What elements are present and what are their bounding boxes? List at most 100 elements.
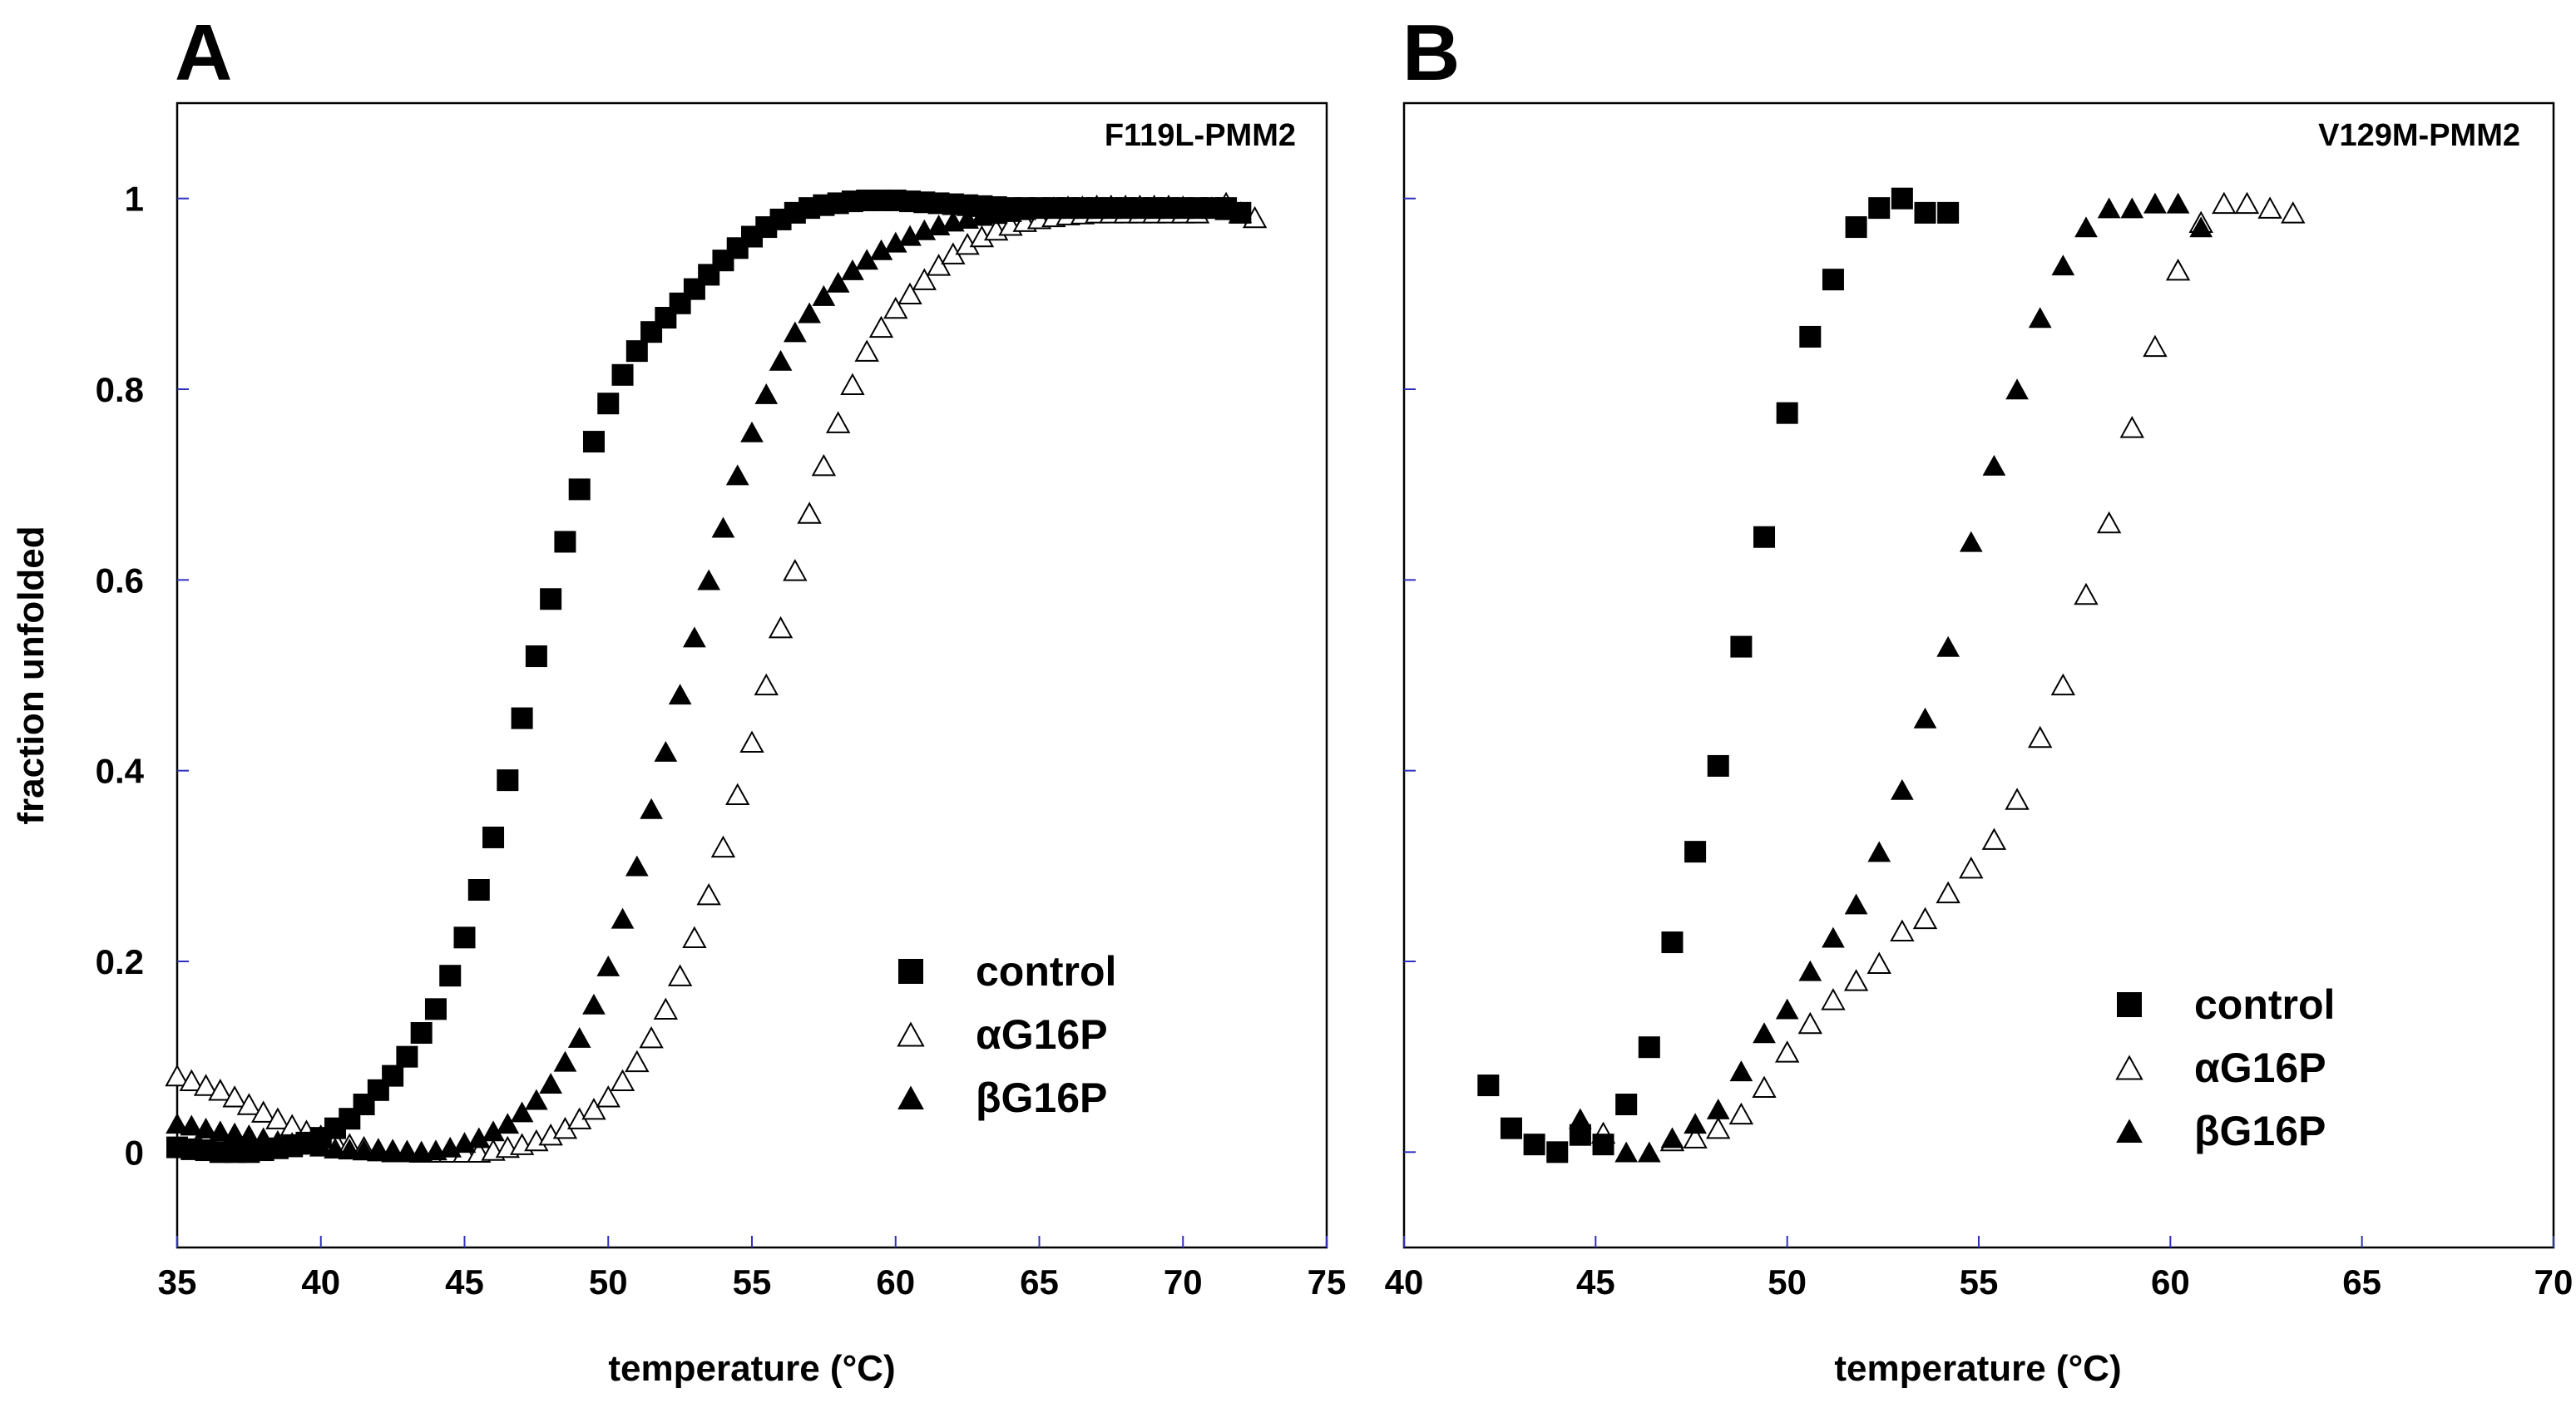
data-point	[424, 998, 447, 1020]
data-point	[740, 421, 764, 442]
data-point	[208, 1120, 232, 1142]
data-point	[1706, 1116, 1731, 1139]
data-point	[180, 1114, 204, 1136]
data-point	[1229, 201, 1252, 224]
data-point	[668, 684, 692, 705]
legend-label: control	[976, 948, 1116, 995]
data-point	[338, 1139, 362, 1160]
data-point	[682, 926, 707, 949]
data-point	[2120, 197, 2144, 219]
data-point	[1592, 1134, 1614, 1156]
x-tick-label: 45	[1576, 1262, 1615, 1302]
data-point	[1891, 778, 1914, 800]
data-point	[1822, 926, 1845, 948]
data-point	[611, 907, 635, 929]
data-point	[2143, 334, 2168, 358]
legend-label: βG16P	[2194, 1108, 2326, 1154]
data-point	[697, 569, 721, 590]
data-point	[396, 1045, 418, 1068]
data-point	[2234, 191, 2260, 215]
x-tick-label: 50	[1768, 1262, 1807, 1302]
data-point	[597, 393, 620, 415]
series-square-filled	[166, 189, 1252, 1163]
data-point	[2028, 307, 2052, 329]
data-point	[382, 1065, 404, 1087]
panel-a-plot-frame	[176, 101, 1328, 1249]
data-point	[783, 559, 808, 581]
data-point	[482, 826, 505, 848]
data-point	[1523, 1134, 1545, 1156]
data-point	[510, 1101, 534, 1123]
data-point	[165, 1064, 190, 1087]
data-point	[1500, 1117, 1522, 1139]
data-point	[654, 741, 678, 762]
data-point	[525, 1089, 548, 1110]
legend-marker	[897, 1021, 925, 1047]
data-point	[250, 1100, 276, 1123]
data-point	[1661, 931, 1684, 954]
data-point	[166, 1113, 189, 1134]
data-point	[395, 1141, 419, 1163]
data-point	[496, 1113, 520, 1134]
data-point	[367, 1140, 390, 1162]
data-point	[841, 259, 864, 280]
x-tick-label: 50	[589, 1262, 628, 1302]
data-point	[1615, 1094, 1638, 1115]
y-tick-label: 0.6	[96, 561, 144, 600]
data-point	[581, 1097, 606, 1120]
y-tick-label: 0	[125, 1133, 144, 1172]
data-point	[840, 373, 865, 395]
data-point	[1937, 201, 1960, 224]
data-point	[539, 1073, 562, 1094]
data-point	[926, 254, 952, 276]
data-point	[194, 1117, 218, 1139]
data-point	[1912, 907, 1938, 930]
data-point	[596, 1085, 621, 1108]
data-point	[639, 1025, 664, 1049]
data-point	[2166, 192, 2190, 214]
data-point	[1638, 1036, 1660, 1059]
data-point	[1797, 1011, 1823, 1035]
data-point	[1981, 827, 2007, 850]
panel-a: A F119L-PMM2 35 40 45 50 55 60 65 70 75 0 0.2 0.4 0.…	[11, 8, 1346, 1389]
data-point	[2212, 191, 2237, 215]
data-point	[1683, 1126, 1708, 1149]
x-tick-label: 45	[445, 1262, 484, 1302]
data-point	[439, 965, 462, 987]
data-point	[825, 411, 851, 433]
data-point	[1660, 1127, 1684, 1149]
data-point	[610, 1069, 635, 1092]
data-point	[2281, 201, 2306, 224]
data-point	[826, 271, 850, 293]
data-point	[1866, 951, 1891, 974]
data-point	[540, 588, 562, 610]
legend-label: control	[2194, 981, 2335, 1028]
x-tick-label: 55	[733, 1262, 772, 1302]
data-point	[1707, 754, 1729, 777]
data-point	[640, 798, 663, 819]
data-point	[1845, 216, 1867, 239]
data-point	[381, 1141, 404, 1163]
data-point	[868, 315, 894, 338]
data-point	[625, 340, 648, 363]
data-point	[1822, 269, 1844, 291]
data-point	[1798, 960, 1822, 981]
data-point	[798, 302, 821, 324]
panel-a-y-axis-title: fraction unfolded	[11, 526, 52, 824]
data-point	[2165, 258, 2191, 281]
data-point	[2074, 582, 2099, 605]
data-point	[711, 516, 735, 538]
data-point	[1730, 635, 1753, 658]
x-tick-label: 40	[301, 1262, 340, 1302]
data-point	[1843, 969, 1869, 991]
data-point	[1569, 1124, 1591, 1146]
data-point	[554, 531, 576, 553]
data-point	[2050, 673, 2076, 696]
data-point	[696, 882, 721, 906]
data-point	[1936, 635, 1960, 657]
data-point	[1982, 455, 2006, 476]
data-point	[208, 1079, 233, 1101]
data-point	[1844, 893, 1868, 915]
data-point	[1753, 526, 1776, 548]
data-point	[625, 855, 649, 877]
